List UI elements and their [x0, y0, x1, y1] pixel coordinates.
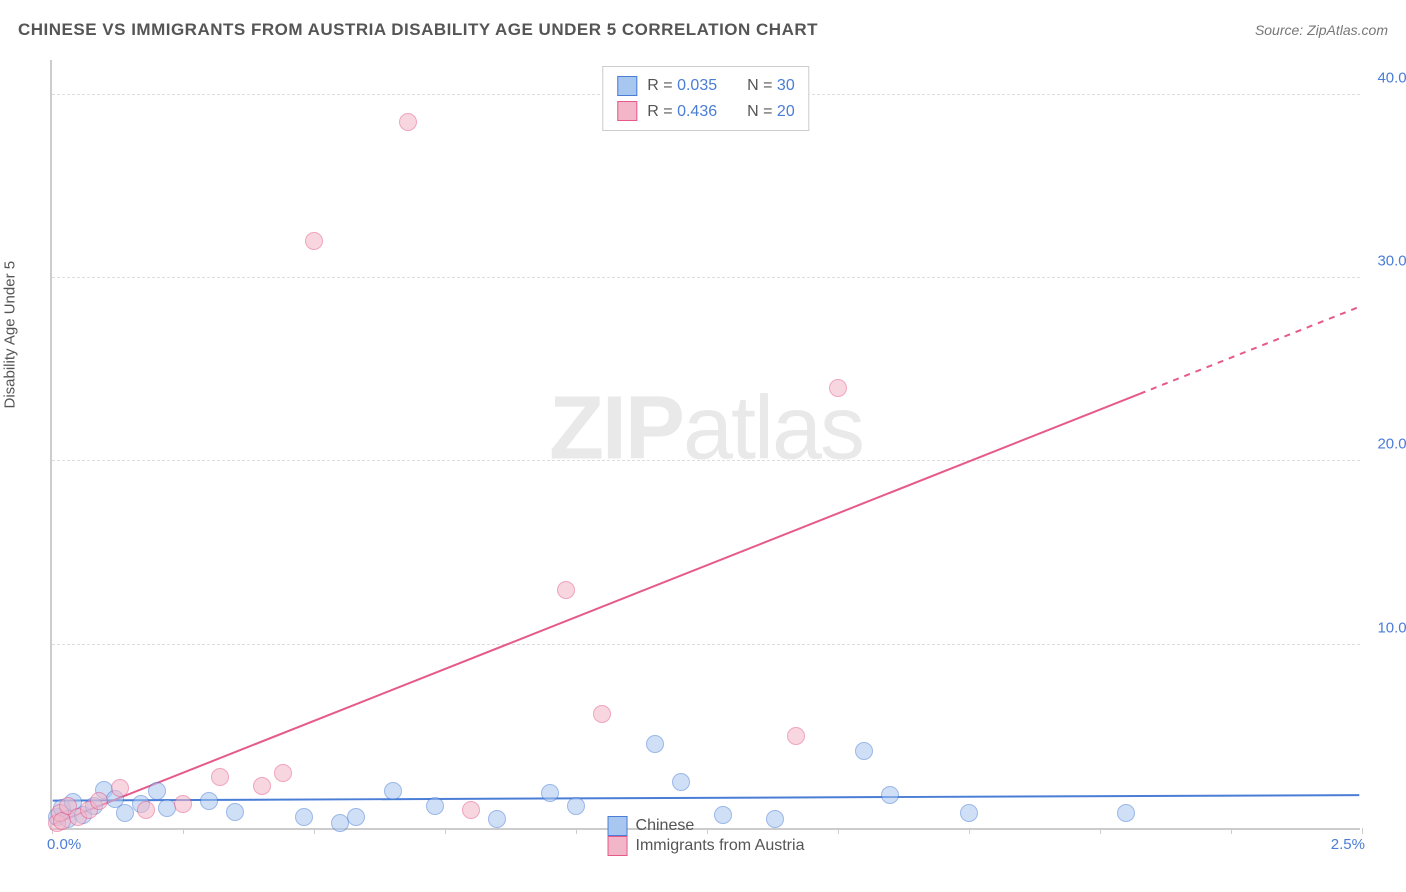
marker-chinese [567, 797, 585, 815]
y-tick-label: 40.0% [1365, 69, 1406, 86]
marker-austria [274, 764, 292, 782]
marker-austria [211, 768, 229, 786]
watermark: ZIPatlas [549, 377, 863, 480]
x-tick [445, 828, 446, 834]
marker-austria [174, 795, 192, 813]
trendline-chinese [53, 795, 1360, 800]
series-legend: Chinese Immigrants from Austria [608, 816, 805, 856]
x-tick [1231, 828, 1232, 834]
stats-legend: R = 0.035 N = 30 R = 0.436 N = 20 [602, 66, 809, 131]
marker-austria [399, 113, 417, 131]
stat-r-label: R = 0.035 [647, 73, 717, 99]
x-tick [576, 828, 577, 834]
trendline-austria [53, 394, 1140, 825]
marker-austria [90, 792, 108, 810]
marker-austria [111, 779, 129, 797]
x-axis-max-label: 2.5% [1331, 836, 1365, 853]
gridline-h [52, 644, 1360, 645]
marker-austria [829, 379, 847, 397]
title-bar: CHINESE VS IMMIGRANTS FROM AUSTRIA DISAB… [18, 20, 1388, 40]
x-tick [1362, 828, 1363, 834]
legend-item-austria: Immigrants from Austria [608, 836, 805, 856]
stat-r-label: R = 0.436 [647, 99, 717, 125]
gridline-h [52, 277, 1360, 278]
legend-item-chinese: Chinese [608, 816, 805, 836]
marker-austria [462, 801, 480, 819]
y-axis-label: Disability Age Under 5 [2, 261, 19, 409]
x-axis-min-label: 0.0% [47, 836, 81, 853]
legend-swatch-chinese [608, 816, 628, 836]
source-attribution: Source: ZipAtlas.com [1255, 22, 1388, 38]
marker-austria [557, 581, 575, 599]
chart-title: CHINESE VS IMMIGRANTS FROM AUSTRIA DISAB… [18, 20, 818, 40]
plot-area: ZIPatlas 10.0%20.0%30.0%40.0% 0.0% 2.5% … [50, 60, 1360, 830]
stats-legend-row-austria: R = 0.436 N = 20 [617, 99, 794, 125]
marker-chinese [855, 742, 873, 760]
trendline-dash-austria [1140, 307, 1360, 394]
y-tick-label: 10.0% [1365, 619, 1406, 636]
gridline-h [52, 460, 1360, 461]
legend-label-chinese: Chinese [636, 817, 695, 835]
stats-legend-row-chinese: R = 0.035 N = 30 [617, 73, 794, 99]
x-tick [1100, 828, 1101, 834]
marker-chinese [646, 735, 664, 753]
marker-austria [253, 777, 271, 795]
stat-n-label: N = 30 [747, 73, 795, 99]
marker-austria [305, 232, 323, 250]
marker-chinese [295, 808, 313, 826]
legend-swatch-austria [608, 836, 628, 856]
marker-austria [787, 727, 805, 745]
swatch-chinese [617, 76, 637, 96]
marker-chinese [148, 782, 166, 800]
legend-label-austria: Immigrants from Austria [636, 837, 805, 855]
watermark-bold: ZIP [549, 378, 683, 478]
x-tick [838, 828, 839, 834]
swatch-austria [617, 101, 637, 121]
marker-chinese [200, 792, 218, 810]
y-tick-label: 20.0% [1365, 436, 1406, 453]
trend-lines-svg [52, 60, 1360, 828]
marker-chinese [347, 808, 365, 826]
x-tick [183, 828, 184, 834]
marker-chinese [541, 784, 559, 802]
marker-chinese [1117, 804, 1135, 822]
stat-n-label: N = 20 [747, 99, 795, 125]
marker-chinese [488, 810, 506, 828]
marker-austria [137, 801, 155, 819]
y-tick-label: 30.0% [1365, 253, 1406, 270]
marker-chinese [881, 786, 899, 804]
marker-chinese [226, 803, 244, 821]
x-tick [314, 828, 315, 834]
marker-chinese [960, 804, 978, 822]
marker-austria [593, 705, 611, 723]
x-tick [969, 828, 970, 834]
marker-chinese [426, 797, 444, 815]
marker-chinese [384, 782, 402, 800]
marker-chinese [672, 773, 690, 791]
